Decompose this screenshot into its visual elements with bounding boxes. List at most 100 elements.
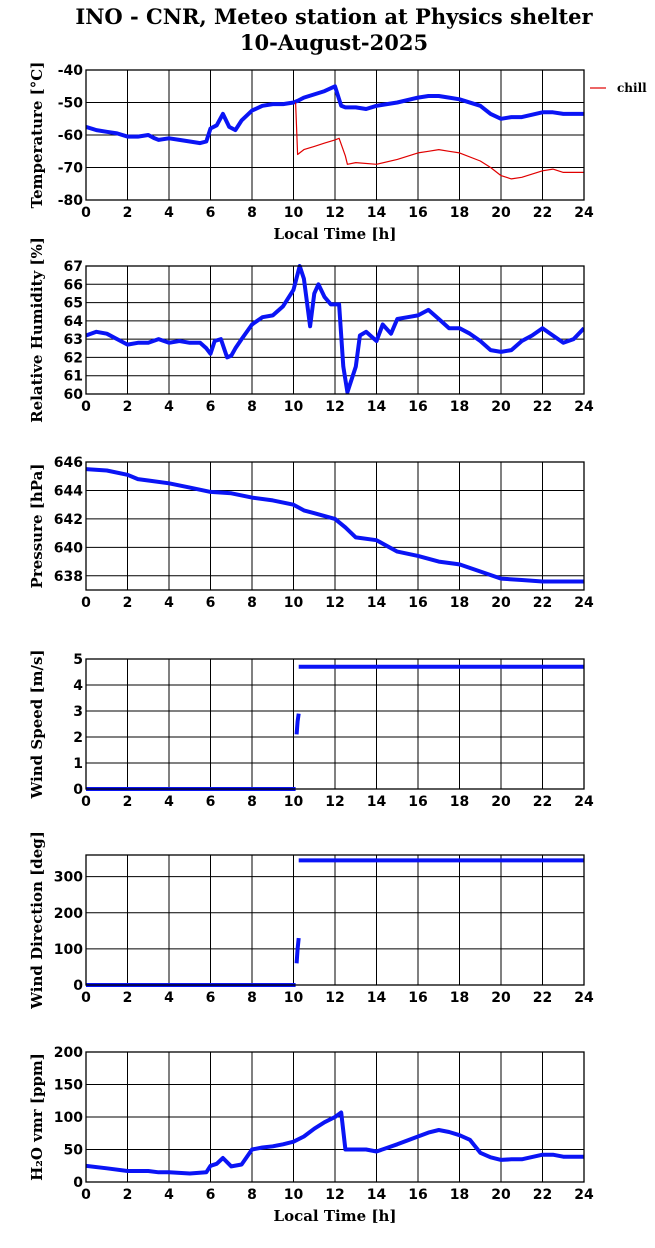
h2o-vmr-ylabel: H₂O vmr [ppm] [28, 1053, 46, 1181]
pressure-xtick-label: 4 [164, 595, 174, 611]
pressure-ylabel: Pressure [hPa] [28, 464, 46, 589]
humidity-xtick-label: 24 [574, 399, 594, 415]
wind-speed-ytick-label: 5 [73, 652, 83, 668]
humidity-xtick-label: 20 [491, 399, 511, 415]
chart-panels: 0 2 4 6 8 10 12 14 16 18 20 22 24-80-70-60-50-40Temp… [28, 62, 647, 1225]
wind-speed-xtick-label: 4 [164, 794, 174, 810]
h2o-vmr-ytick-label: 200 [54, 1045, 83, 1061]
pressure-panel: 0 2 4 6 8 10 12 14 16 18 20 22 24638640642644646Pres… [28, 455, 594, 611]
wind-direction-xtick-label: 22 [533, 990, 552, 1006]
pressure-xtick-label: 0 [81, 595, 91, 611]
pressure-xtick-label: 8 [247, 595, 257, 611]
h2o-vmr-ytick-label: 100 [54, 1110, 83, 1126]
wind-speed-xtick-label: 20 [491, 794, 511, 810]
temperature-xtick-label: 20 [491, 205, 511, 221]
h2o-vmr-ytick-label: 0 [73, 1175, 83, 1191]
pressure-xtick-label: 6 [206, 595, 216, 611]
humidity-xtick-label: 6 [206, 399, 216, 415]
temperature-xtick-label: 22 [533, 205, 552, 221]
humidity-xtick-label: 0 [81, 399, 91, 415]
wind-speed-ylabel: Wind Speed [m/s] [28, 649, 46, 799]
wind-speed-xtick-label: 0 [81, 794, 91, 810]
h2o-vmr-xtick-label: 4 [164, 1187, 174, 1203]
wind-speed-xtick-label: 10 [284, 794, 304, 810]
pressure-xtick-label: 24 [574, 595, 594, 611]
wind-direction-ytick-label: 200 [54, 906, 83, 922]
wind-direction-xtick-label: 6 [206, 990, 216, 1006]
temperature-xtick-label: 0 [81, 205, 91, 221]
pressure-ytick-label: 646 [54, 455, 83, 471]
pressure-xtick-label: 10 [284, 595, 304, 611]
wind-direction-xtick-label: 4 [164, 990, 174, 1006]
pressure-series-main-line [86, 467, 584, 584]
h2o-vmr-xtick-label: 18 [450, 1187, 469, 1203]
figure-title-line1: INO - CNR, Meteo station at Physics shel… [75, 4, 593, 29]
wind-direction-xtick-label: 14 [367, 990, 387, 1006]
pressure-xtick-label: 16 [408, 595, 427, 611]
wind-speed-ytick-label: 3 [73, 704, 83, 720]
humidity-ytick-label: 67 [64, 259, 83, 275]
pressure-plot-frame [85, 461, 585, 591]
temperature-xtick-label: 12 [325, 205, 344, 221]
humidity-ytick-label: 64 [64, 314, 84, 330]
temperature-ylabel: Temperature [°C] [28, 62, 46, 209]
temperature-plot-frame [85, 69, 585, 201]
humidity-xtick-label: 2 [123, 399, 133, 415]
legend-chill-label: chill [617, 81, 647, 95]
temperature-ytick-label: -50 [58, 96, 84, 112]
pressure-xtick-label: 20 [491, 595, 511, 611]
temperature-series-chill-line [295, 102, 584, 180]
wind-direction-xtick-label: 8 [247, 990, 257, 1006]
humidity-ytick-label: 61 [64, 369, 83, 385]
wind-speed-xtick-label: 24 [574, 794, 594, 810]
wind-direction-xtick-label: 20 [491, 990, 511, 1006]
wind-direction-ytick-label: 0 [73, 978, 83, 994]
wind-speed-xtick-label: 12 [325, 794, 344, 810]
h2o-vmr-xtick-label: 20 [491, 1187, 511, 1203]
temperature-xtick-label: 2 [123, 205, 133, 221]
temperature-xtick-label: 24 [574, 205, 594, 221]
humidity-xtick-label: 16 [408, 399, 427, 415]
wind-direction-xtick-label: 24 [574, 990, 594, 1006]
temperature-ytick-label: -40 [58, 63, 84, 79]
humidity-ytick-label: 65 [64, 296, 83, 312]
temperature-ytick-label: -70 [58, 161, 84, 177]
wind-direction-xtick-label: 12 [325, 990, 344, 1006]
wind-direction-ytick-label: 300 [54, 870, 83, 886]
temperature-panel: 0 2 4 6 8 10 12 14 16 18 20 22 24-80-70-60-50-40Temp… [28, 62, 647, 243]
humidity-xtick-label: 22 [533, 399, 552, 415]
temperature-xlabel: Local Time [h] [274, 225, 397, 243]
wind-direction-xtick-label: 18 [450, 990, 469, 1006]
wind-speed-xtick-label: 8 [247, 794, 257, 810]
wind-direction-ytick-label: 100 [54, 942, 83, 958]
wind-direction-xtick-label: 10 [284, 990, 304, 1006]
pressure-xtick-label: 14 [367, 595, 387, 611]
wind-direction-series-main-line [294, 937, 301, 964]
humidity-ytick-label: 63 [64, 332, 83, 348]
temperature-xtick-label: 4 [164, 205, 174, 221]
pressure-xtick-label: 18 [450, 595, 469, 611]
h2o-vmr-plot-frame [85, 1051, 585, 1183]
humidity-xtick-label: 4 [164, 399, 174, 415]
h2o-vmr-ytick-label: 50 [64, 1143, 84, 1159]
temperature-xtick-label: 16 [408, 205, 427, 221]
wind-speed-xtick-label: 6 [206, 794, 216, 810]
temperature-xtick-label: 6 [206, 205, 216, 221]
h2o-vmr-xtick-label: 6 [206, 1187, 216, 1203]
h2o-vmr-xtick-label: 10 [284, 1187, 304, 1203]
temperature-xtick-label: 14 [367, 205, 387, 221]
h2o-vmr-xtick-label: 12 [325, 1187, 344, 1203]
wind-speed-ytick-label: 0 [73, 782, 83, 798]
humidity-xtick-label: 8 [247, 399, 257, 415]
humidity-ytick-label: 60 [64, 387, 84, 403]
h2o-vmr-xlabel: Local Time [h] [274, 1207, 397, 1225]
wind-direction-xtick-label: 2 [123, 990, 133, 1006]
temperature-xtick-label: 8 [247, 205, 257, 221]
h2o-vmr-series-main-line [86, 1110, 584, 1176]
wind-speed-plot-frame [85, 658, 585, 790]
wind-direction-xtick-label: 0 [81, 990, 91, 1006]
